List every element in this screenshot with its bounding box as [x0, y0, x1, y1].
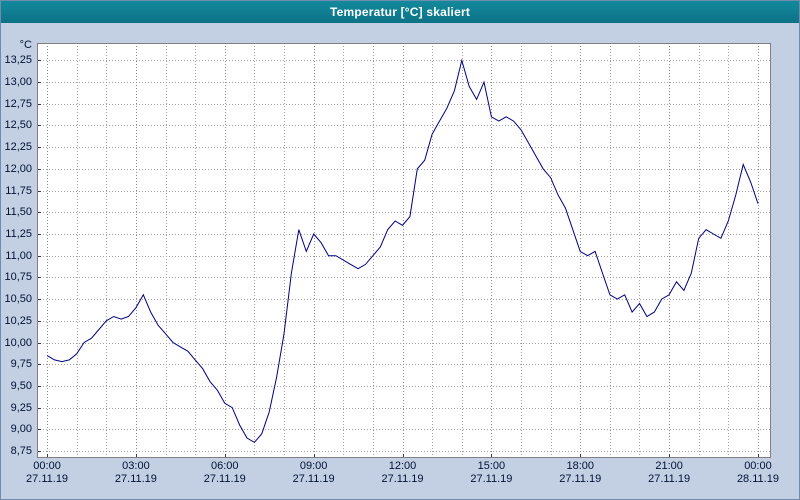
x-tick-label: 21:00 27.11.19 [635, 460, 703, 486]
y-tick-label: 12,75 [4, 97, 32, 110]
y-tick-label: 9,50 [10, 379, 32, 392]
x-tick-date: 28.11.19 [736, 473, 779, 485]
y-axis-unit-label: °C [19, 39, 32, 51]
x-tick-label: 18:00 27.11.19 [546, 460, 614, 486]
x-tick-time: 00:00 [744, 460, 772, 472]
y-tick-label: 11,50 [5, 206, 32, 219]
x-tick-label: 00:00 28.11.19 [724, 460, 792, 486]
x-tick-label: 09:00 27.11.19 [280, 460, 348, 486]
x-tick-date: 27.11.19 [470, 473, 513, 485]
x-tick-date: 27.11.19 [648, 473, 691, 485]
y-tick-label: 11,25 [5, 228, 32, 240]
y-tick-label: 10,00 [4, 336, 32, 349]
y-tick-label: 9,25 [10, 401, 32, 414]
x-tick-time: 03:00 [122, 460, 150, 472]
window-titlebar[interactable]: Temperatur [°C] skaliert [1, 1, 799, 23]
y-tick-label: 12,50 [4, 119, 32, 132]
y-tick-label: 13,25 [4, 54, 32, 67]
x-tick-time: 12:00 [388, 460, 417, 472]
x-tick-label: 03:00 27.11.19 [102, 460, 170, 486]
temperature-series-line [46, 58, 759, 444]
x-tick-date: 27.11.19 [26, 473, 69, 485]
x-tick-time: 21:00 [655, 460, 683, 472]
plot-border [37, 43, 771, 458]
y-tick-label: 10,75 [4, 271, 32, 284]
x-tick-time: 09:00 [299, 460, 328, 472]
x-tick-date: 27.11.19 [559, 473, 602, 485]
y-tick-label: 9,00 [10, 423, 32, 436]
y-tick-label: 10,25 [4, 314, 32, 327]
y-tick-label: 8,75 [10, 445, 32, 458]
x-tick-time: 18:00 [566, 460, 594, 472]
y-tick-label: 13,00 [4, 76, 32, 89]
x-tick-date: 27.11.19 [203, 473, 246, 485]
x-tick-time: 06:00 [211, 460, 239, 472]
y-tick-label: 12,25 [4, 141, 32, 154]
y-axis-tick-labels: 13,25 13,00 12,75 12,50 12,25 12,00 11,75 11,50… [1, 1, 34, 499]
x-tick-date: 27.11.19 [381, 473, 424, 485]
window-title: Temperatur [°C] skaliert [329, 5, 471, 19]
x-tick-time: 15:00 [477, 460, 506, 472]
y-tick-label: 11,00 [5, 249, 32, 262]
x-tick-date: 27.11.19 [114, 473, 157, 485]
temperature-line-chart [37, 43, 771, 458]
x-tick-date: 27.11.19 [292, 473, 335, 485]
y-tick-label: 12,00 [4, 162, 32, 175]
x-tick-label: 12:00 27.11.19 [369, 460, 437, 486]
x-tick-time: 00:00 [33, 460, 61, 472]
y-tick-label: 10,50 [4, 293, 32, 306]
x-tick-label: 00:00 27.11.19 [13, 460, 81, 486]
x-tick-label: 15:00 27.11.19 [457, 460, 525, 486]
y-tick-label: 11,75 [5, 184, 32, 197]
y-tick-label: 9,75 [10, 358, 32, 371]
x-tick-label: 06:00 27.11.19 [191, 460, 259, 486]
